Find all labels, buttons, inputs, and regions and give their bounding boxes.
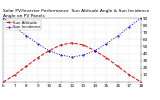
Sun Altitude: [140, 81, 142, 83]
Sun Incidence: [105, 43, 107, 44]
Legend: Sun Altitude, Sun Incidence: Sun Altitude, Sun Incidence: [5, 20, 41, 30]
Line: Sun Altitude: Sun Altitude: [3, 42, 141, 83]
Sun Incidence: [117, 35, 119, 36]
Sun Altitude: [94, 50, 96, 51]
Sun Incidence: [71, 56, 73, 58]
Sun Incidence: [140, 17, 142, 19]
Sun Altitude: [14, 74, 16, 76]
Sun Altitude: [105, 57, 107, 58]
Sun Incidence: [2, 17, 4, 19]
Sun Altitude: [117, 66, 119, 67]
Sun Incidence: [128, 26, 130, 27]
Text: Solar PV/Inverter Performance  Sun Altitude Angle & Sun Incidence Angle on PV Pa: Solar PV/Inverter Performance Sun Altitu…: [3, 9, 150, 18]
Line: Sun Incidence: Sun Incidence: [3, 17, 141, 58]
Sun Altitude: [25, 66, 27, 67]
Sun Incidence: [94, 50, 96, 51]
Sun Incidence: [83, 54, 84, 56]
Sun Incidence: [37, 43, 39, 44]
Sun Altitude: [60, 44, 61, 46]
Sun Altitude: [48, 50, 50, 51]
Sun Altitude: [128, 74, 130, 76]
Sun Incidence: [14, 26, 16, 27]
Sun Incidence: [48, 50, 50, 51]
Sun Incidence: [60, 54, 61, 56]
Sun Altitude: [2, 81, 4, 83]
Sun Altitude: [37, 57, 39, 58]
Sun Altitude: [71, 42, 73, 44]
Sun Incidence: [25, 35, 27, 36]
Sun Altitude: [83, 44, 84, 46]
